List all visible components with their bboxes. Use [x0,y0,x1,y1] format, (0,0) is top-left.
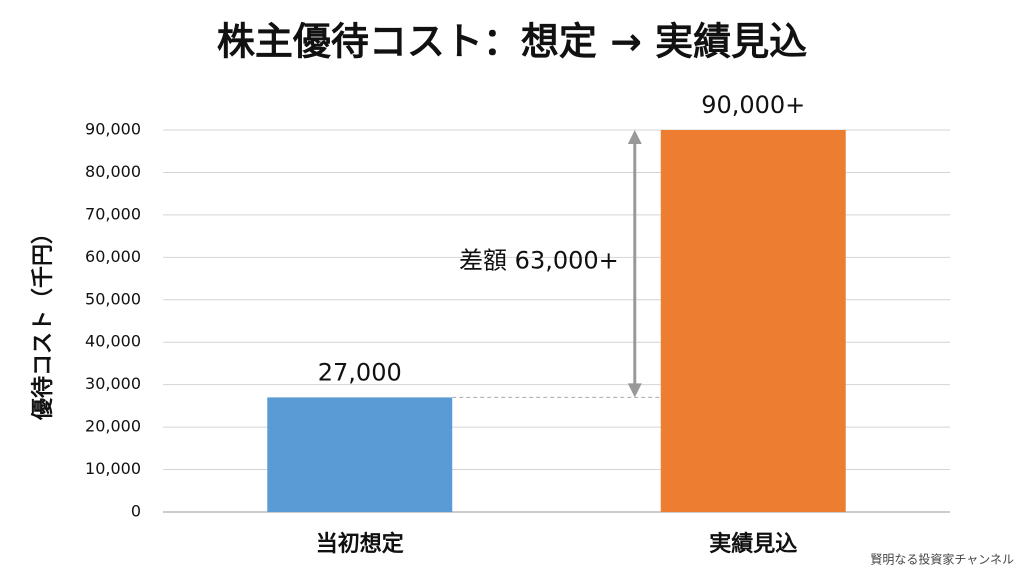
y-tick-label: 60,000 [85,247,141,266]
arrow-head [627,383,642,398]
y-tick-label: 10,000 [85,459,141,478]
bar [267,397,453,512]
data-label: 27,000 [318,358,402,386]
y-tick-label: 70,000 [85,204,141,223]
x-tick-label: 実績見込 [709,531,797,557]
x-tick-label: 当初想定 [316,531,404,557]
y-tick-label: 40,000 [85,332,141,351]
y-tick-label: 90,000 [85,120,141,139]
y-tick-label: 30,000 [85,374,141,393]
y-tick-label: 20,000 [85,417,141,436]
annotation: 差額 63,000+ [459,247,619,275]
y-axis-label: 優待コスト（千円） [30,222,56,421]
data-label: 90,000+ [701,91,805,119]
chart-title: 株主優待コスト：想定 → 実績見込 [217,20,807,64]
y-tick-label: 80,000 [85,162,141,181]
y-tick-label: 0 [131,502,141,521]
watermark: 賢明なる投資家チャンネル [870,552,1014,567]
arrow-head [627,130,642,144]
y-tick-label: 50,000 [85,289,141,308]
bar [660,130,846,512]
